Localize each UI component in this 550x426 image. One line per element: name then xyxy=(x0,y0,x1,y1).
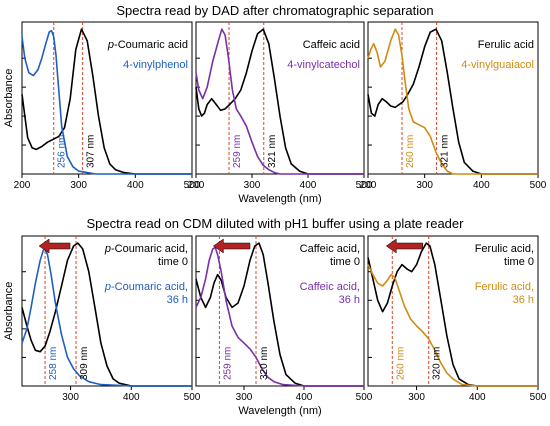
series-label-line2: 36 h xyxy=(513,294,534,306)
panel-top-caffeic: 200 300 400 500 Wavelength (nm) 259 nm 321 nm C… xyxy=(188,21,373,205)
y-axis-label: Absorbance xyxy=(3,282,15,341)
series-label-line2: 36 h xyxy=(339,294,360,306)
series-line xyxy=(367,28,538,175)
series-line xyxy=(195,28,364,175)
x-tick-label: 400 xyxy=(473,180,490,191)
series-line xyxy=(367,242,538,387)
peak-label: 256 nm xyxy=(57,135,68,168)
x-tick-label: 500 xyxy=(530,392,547,403)
series-label: p-Coumaric acid, xyxy=(104,243,188,255)
x-tick-label: 500 xyxy=(184,392,201,403)
peak-label: 309 nm xyxy=(79,347,90,380)
series-line xyxy=(367,264,538,387)
panel-top-p-coumaric: 200 300 400 500 Absorbance 256 nm 307 nm p-Coum… xyxy=(3,21,201,191)
x-tick-label: 200 xyxy=(360,180,377,191)
peak-label: 321 nm xyxy=(267,135,278,168)
series-line xyxy=(195,246,364,387)
series-label: Caffeic acid, xyxy=(300,281,360,293)
peak-label: 260 nm xyxy=(395,347,406,380)
x-tick-label: 400 xyxy=(123,392,140,403)
peak-label: 259 nm xyxy=(222,347,233,380)
x-tick-label: 300 xyxy=(236,392,253,403)
series-label-line2: 36 h xyxy=(167,294,188,306)
series-label: Caffeic acid xyxy=(303,39,360,51)
chart-panels: 200 300 400 500 Absorbance 256 nm 307 nm p-Coum… xyxy=(3,21,547,417)
series-label: p-Coumaric acid xyxy=(107,39,188,51)
series-label: Caffeic acid, xyxy=(300,243,360,255)
x-tick-label: 500 xyxy=(184,180,201,191)
series-label-line2: time 0 xyxy=(158,256,188,268)
bottom-section-title: Spectra read on CDM diluted with pH1 buf… xyxy=(87,216,465,231)
x-tick-label: 200 xyxy=(14,180,31,191)
peak-label: 259 nm xyxy=(232,135,243,168)
series-line xyxy=(195,28,364,175)
series-line xyxy=(367,28,538,175)
x-tick-label: 300 xyxy=(244,180,261,191)
series-label: 4-vinylcatechol xyxy=(287,59,360,71)
series-label: 4-vinylguaiacol xyxy=(461,59,534,71)
series-label-line2: time 0 xyxy=(504,256,534,268)
peak-label: 321 nm xyxy=(440,135,451,168)
panel-top-ferulic: 200 300 400 500 260 nm 321 nm Ferulic acid 4-vi… xyxy=(360,21,547,191)
series-label: Ferulic acid, xyxy=(475,243,534,255)
series-line xyxy=(21,242,192,387)
peak-label: 320 nm xyxy=(432,347,443,380)
x-axis-label: Wavelength (nm) xyxy=(238,405,321,417)
series-line xyxy=(195,242,364,387)
series-label: Ferulic acid xyxy=(478,39,534,51)
blue-shift-arrow xyxy=(385,238,423,254)
plot-frame xyxy=(195,235,365,387)
x-tick-label: 200 xyxy=(188,180,205,191)
peak-label: 260 nm xyxy=(405,135,416,168)
panel-bottom-caffeic: 300 400 500 Wavelength (nm) 259 nm 320 nm Caff… xyxy=(195,235,373,417)
x-tick-label: 400 xyxy=(127,180,144,191)
blue-shift-arrow xyxy=(212,238,251,254)
panel-bottom-p-coumaric: 300 400 500 Absorbance 258 nm 309 nm p-Coumari… xyxy=(3,235,201,403)
blue-shift-arrow xyxy=(38,238,71,254)
x-tick-label: 400 xyxy=(300,180,317,191)
series-line xyxy=(21,248,192,387)
x-tick-label: 300 xyxy=(70,180,87,191)
plot-frame xyxy=(367,235,539,387)
x-tick-label: 400 xyxy=(469,392,486,403)
series-line xyxy=(21,28,192,175)
series-label: p-Coumaric acid, xyxy=(104,281,188,293)
x-axis-label: Wavelength (nm) xyxy=(238,193,321,205)
top-section-title: Spectra read by DAD after chromatographi… xyxy=(116,3,433,18)
x-tick-label: 300 xyxy=(62,392,79,403)
series-label: 4-vinylphenol xyxy=(123,59,188,71)
x-tick-label: 300 xyxy=(416,180,433,191)
x-tick-label: 500 xyxy=(356,392,373,403)
series-label-line2: time 0 xyxy=(330,256,360,268)
series-label: Ferulic acid, xyxy=(475,281,534,293)
x-tick-label: 500 xyxy=(530,180,547,191)
x-tick-label: 300 xyxy=(408,392,425,403)
peak-label: 320 nm xyxy=(259,347,270,380)
peak-label: 307 nm xyxy=(86,135,97,168)
x-tick-label: 400 xyxy=(296,392,313,403)
series-line xyxy=(21,29,192,175)
peak-label: 258 nm xyxy=(48,347,59,380)
y-axis-label: Absorbance xyxy=(3,69,15,128)
plot-frame xyxy=(21,235,193,387)
x-tick-label: 500 xyxy=(356,180,373,191)
